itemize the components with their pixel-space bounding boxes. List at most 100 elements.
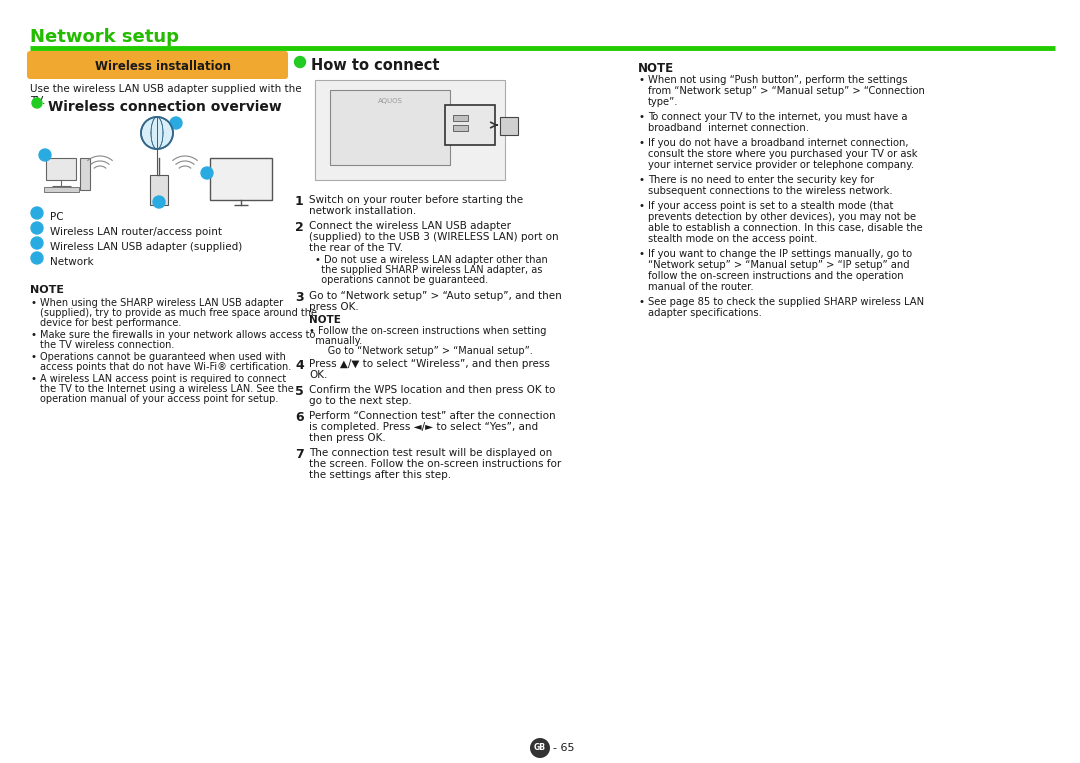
Circle shape xyxy=(31,252,43,264)
Text: Wireless LAN router/access point: Wireless LAN router/access point xyxy=(50,227,222,237)
Text: 3: 3 xyxy=(295,291,303,304)
Text: •: • xyxy=(638,175,644,185)
Text: Network: Network xyxy=(50,257,94,267)
Text: •: • xyxy=(30,374,36,384)
Text: OK.: OK. xyxy=(309,370,327,380)
Text: “Network setup” > “Manual setup” > “IP setup” and: “Network setup” > “Manual setup” > “IP s… xyxy=(648,260,909,270)
Text: is completed. Press ◄/► to select “Yes”, and: is completed. Press ◄/► to select “Yes”,… xyxy=(309,422,538,432)
Text: then press OK.: then press OK. xyxy=(309,433,386,443)
Text: Use the wireless LAN USB adapter supplied with the
TV.: Use the wireless LAN USB adapter supplie… xyxy=(30,84,301,106)
Circle shape xyxy=(31,222,43,234)
Bar xyxy=(46,158,76,180)
Text: stealth mode on the access point.: stealth mode on the access point. xyxy=(648,234,818,244)
Text: go to the next step.: go to the next step. xyxy=(309,396,411,406)
Circle shape xyxy=(295,56,306,67)
Text: Confirm the WPS location and then press OK to: Confirm the WPS location and then press … xyxy=(309,385,555,395)
Text: 4: 4 xyxy=(33,253,40,262)
Text: follow the on-screen instructions and the operation: follow the on-screen instructions and th… xyxy=(648,271,904,281)
Text: 7: 7 xyxy=(295,448,303,461)
Circle shape xyxy=(201,167,213,179)
Text: • Follow the on-screen instructions when setting: • Follow the on-screen instructions when… xyxy=(309,326,546,336)
Text: 2: 2 xyxy=(295,221,303,234)
Text: able to establish a connection. In this case, disable the: able to establish a connection. In this … xyxy=(648,223,922,233)
Bar xyxy=(453,125,468,131)
Text: 1: 1 xyxy=(42,150,49,159)
Text: Make sure the firewalls in your network allows access to: Make sure the firewalls in your network … xyxy=(40,330,315,340)
Text: •: • xyxy=(638,297,644,307)
Text: the TV to the Internet using a wireless LAN. See the: the TV to the Internet using a wireless … xyxy=(40,384,294,394)
Text: the rear of the TV.: the rear of the TV. xyxy=(309,243,403,253)
Circle shape xyxy=(31,237,43,249)
Text: There is no need to enter the security key for: There is no need to enter the security k… xyxy=(648,175,874,185)
Text: the supplied SHARP wireless LAN adapter, as: the supplied SHARP wireless LAN adapter,… xyxy=(315,265,542,275)
Text: Perform “Connection test” after the connection: Perform “Connection test” after the conn… xyxy=(309,411,555,421)
Text: See page 85 to check the supplied SHARP wireless LAN: See page 85 to check the supplied SHARP … xyxy=(648,297,924,307)
Text: • Do not use a wireless LAN adapter other than: • Do not use a wireless LAN adapter othe… xyxy=(315,255,548,265)
Text: adapter specifications.: adapter specifications. xyxy=(648,308,761,318)
Text: manual of the router.: manual of the router. xyxy=(648,282,754,292)
Bar xyxy=(330,90,450,165)
Circle shape xyxy=(153,196,165,208)
Text: Go to “Network setup” > “Manual setup”.: Go to “Network setup” > “Manual setup”. xyxy=(309,346,532,356)
Bar xyxy=(150,175,168,205)
Circle shape xyxy=(141,117,173,149)
Bar xyxy=(453,115,468,121)
FancyBboxPatch shape xyxy=(27,51,288,79)
Text: GB: GB xyxy=(534,743,546,752)
Text: your internet service provider or telephone company.: your internet service provider or teleph… xyxy=(648,160,914,170)
Text: If your access point is set to a stealth mode (that: If your access point is set to a stealth… xyxy=(648,201,893,211)
Text: the TV wireless connection.: the TV wireless connection. xyxy=(40,340,174,350)
Text: 5: 5 xyxy=(295,385,303,398)
Bar xyxy=(44,187,79,192)
Text: •: • xyxy=(638,75,644,85)
Text: operation manual of your access point for setup.: operation manual of your access point fo… xyxy=(40,394,279,404)
Text: •: • xyxy=(30,330,36,340)
Text: Press ▲/▼ to select “Wireless”, and then press: Press ▲/▼ to select “Wireless”, and then… xyxy=(309,359,550,369)
Text: press OK.: press OK. xyxy=(309,302,359,312)
Circle shape xyxy=(39,149,51,161)
Text: 2: 2 xyxy=(33,224,40,233)
Text: AQUOS: AQUOS xyxy=(378,98,403,104)
Circle shape xyxy=(170,117,183,129)
Text: 3: 3 xyxy=(33,239,40,247)
Text: consult the store where you purchased your TV or ask: consult the store where you purchased yo… xyxy=(648,149,918,159)
Bar xyxy=(500,117,518,135)
Text: the screen. Follow the on-screen instructions for: the screen. Follow the on-screen instruc… xyxy=(309,459,562,469)
Text: 4: 4 xyxy=(295,359,303,372)
Text: broadband  internet connection.: broadband internet connection. xyxy=(648,123,809,133)
Text: Wireless LAN USB adapter (supplied): Wireless LAN USB adapter (supplied) xyxy=(50,242,242,252)
Text: •: • xyxy=(638,112,644,122)
Circle shape xyxy=(530,738,550,758)
Text: •: • xyxy=(638,249,644,259)
Bar xyxy=(445,105,495,145)
Text: When using the SHARP wireless LAN USB adapter: When using the SHARP wireless LAN USB ad… xyxy=(40,298,283,308)
Text: 1: 1 xyxy=(33,208,40,217)
Text: 3: 3 xyxy=(204,169,211,178)
Text: If you want to change the IP settings manually, go to: If you want to change the IP settings ma… xyxy=(648,249,913,259)
Text: To connect your TV to the internet, you must have a: To connect your TV to the internet, you … xyxy=(648,112,907,122)
Text: •: • xyxy=(30,298,36,308)
Text: Switch on your router before starting the: Switch on your router before starting th… xyxy=(309,195,523,205)
Text: •: • xyxy=(638,138,644,148)
Bar xyxy=(315,80,505,180)
Text: prevents detection by other devices), you may not be: prevents detection by other devices), yo… xyxy=(648,212,916,222)
Text: Wireless installation: Wireless installation xyxy=(95,60,231,72)
Text: Network setup: Network setup xyxy=(30,28,179,46)
Text: from “Network setup” > “Manual setup” > “Connection: from “Network setup” > “Manual setup” > … xyxy=(648,86,924,96)
Circle shape xyxy=(32,98,42,108)
Text: operations cannot be guaranteed.: operations cannot be guaranteed. xyxy=(315,275,488,285)
Text: A wireless LAN access point is required to connect: A wireless LAN access point is required … xyxy=(40,374,286,384)
Text: NOTE: NOTE xyxy=(30,285,64,295)
Text: •: • xyxy=(638,201,644,211)
Text: network installation.: network installation. xyxy=(309,206,416,216)
Text: Connect the wireless LAN USB adapter: Connect the wireless LAN USB adapter xyxy=(309,221,511,231)
Text: 4: 4 xyxy=(173,118,179,127)
Text: 6: 6 xyxy=(295,411,303,424)
Text: •: • xyxy=(30,352,36,362)
Text: access points that do not have Wi-Fi® certification.: access points that do not have Wi-Fi® ce… xyxy=(40,362,292,372)
Text: the settings after this step.: the settings after this step. xyxy=(309,470,451,480)
Text: type”.: type”. xyxy=(648,97,678,107)
Text: PC: PC xyxy=(50,212,64,222)
Text: NOTE: NOTE xyxy=(638,62,674,75)
Text: (supplied) to the USB 3 (WIRELESS LAN) port on: (supplied) to the USB 3 (WIRELESS LAN) p… xyxy=(309,232,558,242)
